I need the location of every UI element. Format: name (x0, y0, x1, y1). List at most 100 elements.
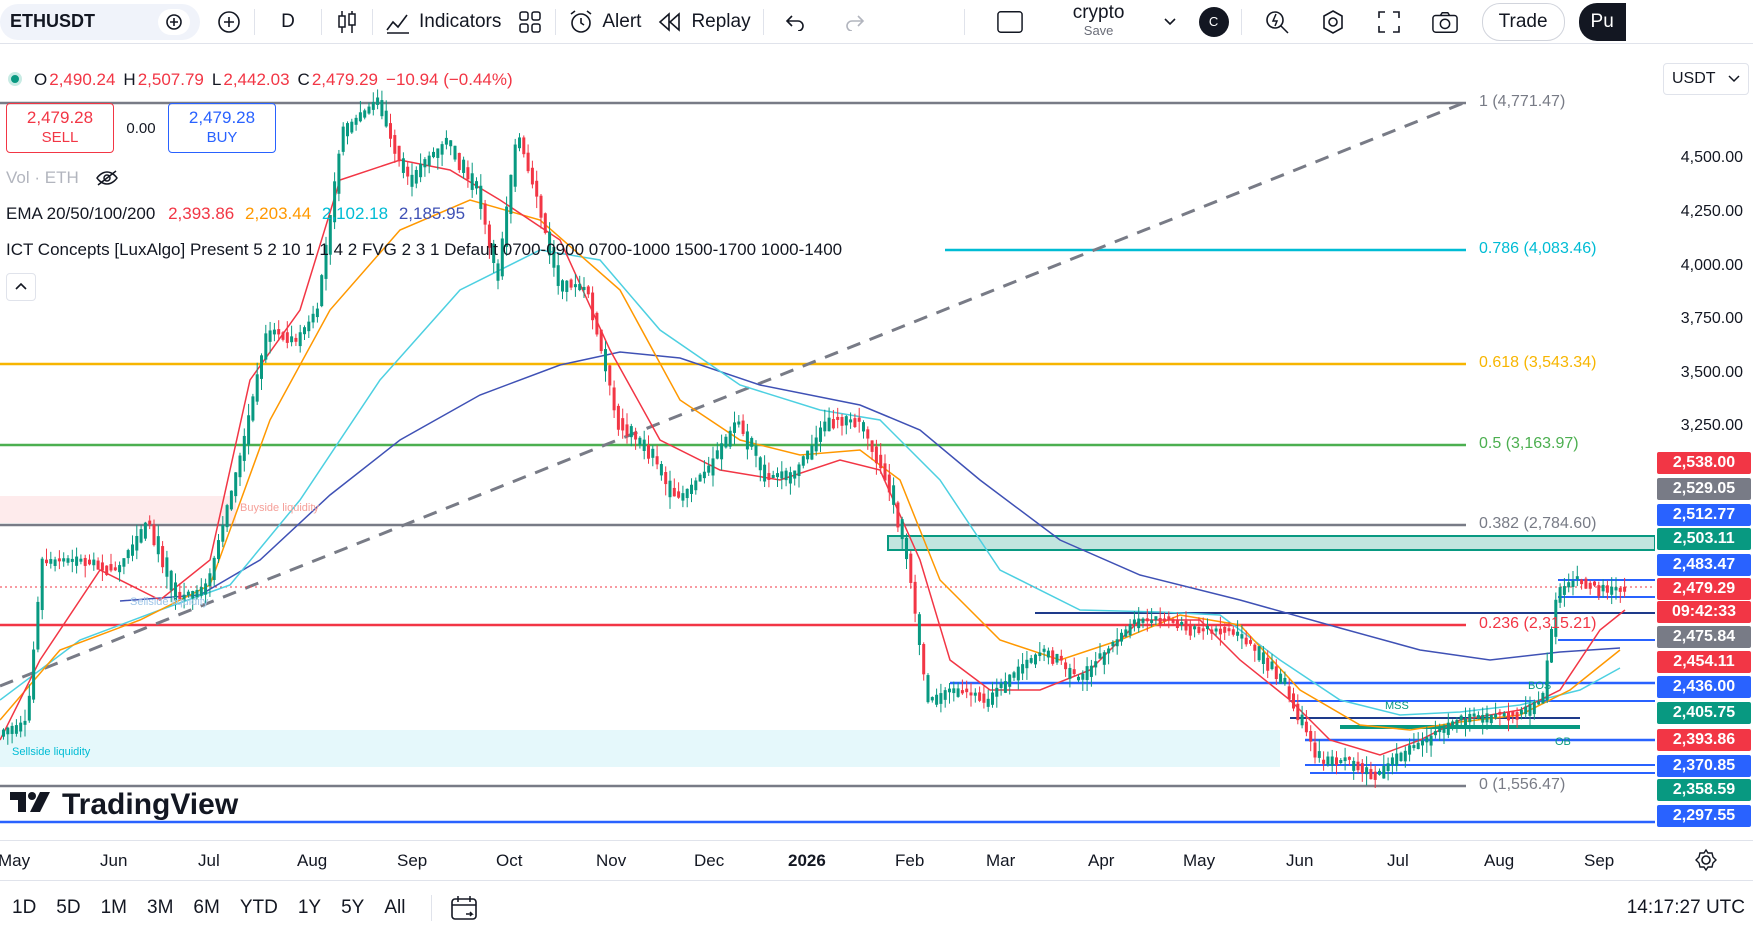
candle-body (298, 332, 302, 347)
candle-body (1227, 628, 1231, 632)
candle-body (1378, 770, 1381, 775)
candle-body (1395, 753, 1399, 766)
replay-button[interactable]: Replay (649, 4, 758, 40)
replay-label: Replay (691, 10, 751, 32)
range-1y-button[interactable]: 1Y (297, 896, 322, 918)
candle-body (1094, 661, 1098, 668)
candle-body (840, 417, 844, 426)
range-buttons: 1D 5D 1M 3M 6M YTD 1Y 5Y All (2, 897, 415, 919)
trade-button[interactable]: Trade (1481, 2, 1565, 41)
collapse-legend-button[interactable] (6, 273, 36, 301)
time-tick: Sep (397, 851, 428, 870)
candle-body (509, 174, 513, 214)
divider (321, 8, 322, 35)
quick-search-button[interactable] (1256, 4, 1298, 40)
candle-body (1601, 584, 1605, 592)
candle-body (410, 174, 414, 187)
chart-type-button[interactable] (326, 4, 368, 40)
candle-body (711, 458, 715, 476)
candle-body (896, 502, 900, 528)
bottom-toolbar: 1D 5D 1M 3M 6M YTD 1Y 5Y All 14:17:27 UT… (0, 880, 1753, 934)
layout-name-button[interactable]: crypto Save (1049, 3, 1149, 40)
chart-settings-gear-icon[interactable] (1694, 848, 1718, 877)
currency-select[interactable]: USDT (1663, 63, 1749, 95)
undo-button[interactable] (774, 4, 816, 40)
layout-menu-button[interactable] (1149, 4, 1191, 40)
candle-body (948, 688, 951, 693)
candle-body (1193, 626, 1197, 630)
templates-button[interactable] (509, 4, 551, 40)
candle-body (922, 644, 926, 675)
time-tick: Jun (1286, 851, 1314, 870)
price-chart[interactable] (0, 50, 1655, 840)
utc-clock[interactable]: 14:17:27 UTC (1626, 896, 1745, 918)
candle-body (1124, 629, 1128, 637)
open-label: O (34, 70, 48, 89)
candle-body (449, 140, 453, 147)
sell-button[interactable]: 2,479.28 SELL (6, 103, 114, 153)
account-button[interactable]: C (1191, 4, 1237, 40)
candle-body (827, 417, 831, 432)
candle-body (10, 725, 14, 734)
buy-button[interactable]: 2,479.28 BUY (168, 103, 276, 153)
symbol-pill[interactable]: ETHUSDT (0, 3, 200, 40)
range-3m-button[interactable]: 3M (147, 896, 174, 918)
time-tick: Oct (496, 851, 523, 870)
high-label: H (123, 70, 136, 89)
time-axis[interactable]: May Jun Jul Aug Sep Oct Nov Dec 2026 Feb… (0, 840, 1753, 878)
price-tag: 2,538.00 (1657, 452, 1751, 474)
range-all-button[interactable]: All (384, 896, 406, 918)
candle-body (1511, 711, 1515, 716)
range-6m-button[interactable]: 6M (193, 896, 220, 918)
interval-button[interactable]: D (259, 4, 317, 40)
candle-body (242, 435, 246, 461)
candle-body (444, 137, 448, 145)
candle-body (935, 694, 939, 705)
candle-body (1167, 616, 1171, 620)
compare-symbol-button[interactable] (208, 4, 250, 40)
publish-button[interactable]: Pu (1578, 2, 1626, 41)
candle-body (397, 145, 401, 162)
candle-body (260, 355, 263, 379)
redo-button[interactable] (834, 4, 876, 40)
alert-button[interactable]: Alert (560, 4, 649, 40)
candle-body (1038, 652, 1042, 657)
close-value: 2,479.29 (311, 70, 379, 89)
symbol-search[interactable]: ETHUSDT (0, 3, 208, 40)
candle-body (1575, 576, 1579, 580)
ict-legend[interactable]: ICT Concepts [LuxAlgo] Present 5 2 10 1 … (6, 240, 842, 260)
candle-body (165, 557, 169, 577)
candle-body (801, 456, 805, 466)
candle-body (148, 520, 152, 525)
candle-body (883, 463, 887, 481)
candle-body (1519, 709, 1523, 715)
layout-toggle-button[interactable] (989, 4, 1031, 40)
plus-circle-icon (216, 9, 242, 35)
candle-body (715, 450, 719, 459)
tradingview-logo: TradingView (10, 788, 238, 822)
candle-body (1502, 713, 1506, 717)
candle-body (36, 601, 40, 650)
sell-buy-panel: 2,479.28 SELL 0.00 2,479.28 BUY (6, 103, 276, 153)
settings-button[interactable] (1312, 4, 1354, 40)
indicators-button[interactable]: Indicators (377, 4, 509, 40)
range-5y-button[interactable]: 5Y (341, 896, 365, 918)
candle-body (892, 485, 896, 505)
price-tag: 2,475.84 (1657, 626, 1751, 648)
add-symbol-icon[interactable] (158, 8, 190, 35)
ema-label: EMA 20/50/100/200 (6, 204, 156, 223)
ema-legend[interactable]: EMA 20/50/100/200 2,393.86 2,203.44 2,10… (6, 204, 465, 224)
volume-legend[interactable]: Vol · ETH (6, 168, 119, 191)
snapshot-button[interactable] (1424, 4, 1466, 40)
fullscreen-button[interactable] (1368, 4, 1410, 40)
ema-50-line (0, 199, 1621, 731)
range-5d-button[interactable]: 5D (56, 896, 81, 918)
candle-body (788, 472, 792, 484)
divider (431, 894, 433, 921)
hidden-eye-icon[interactable] (95, 170, 119, 191)
candle-body (311, 313, 315, 323)
calendar-icon[interactable] (450, 894, 478, 922)
range-ytd-button[interactable]: YTD (239, 896, 278, 918)
range-1m-button[interactable]: 1M (100, 896, 127, 918)
range-1d-button[interactable]: 1D (12, 896, 37, 918)
